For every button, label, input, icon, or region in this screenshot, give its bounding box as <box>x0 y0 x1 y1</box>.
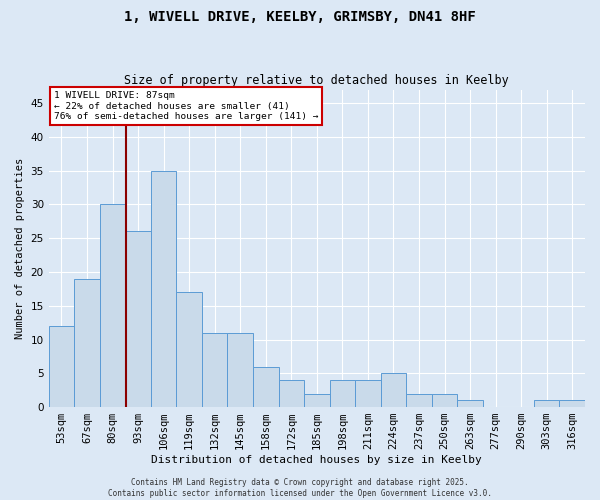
Bar <box>432 394 457 407</box>
Bar <box>457 400 483 407</box>
Bar <box>100 204 125 407</box>
Bar <box>534 400 559 407</box>
Text: 1 WIVELL DRIVE: 87sqm
← 22% of detached houses are smaller (41)
76% of semi-deta: 1 WIVELL DRIVE: 87sqm ← 22% of detached … <box>54 91 319 121</box>
Bar <box>125 232 151 407</box>
Text: Contains HM Land Registry data © Crown copyright and database right 2025.
Contai: Contains HM Land Registry data © Crown c… <box>108 478 492 498</box>
Bar <box>176 292 202 407</box>
Bar <box>227 333 253 407</box>
Bar <box>49 326 74 407</box>
Title: Size of property relative to detached houses in Keelby: Size of property relative to detached ho… <box>124 74 509 87</box>
X-axis label: Distribution of detached houses by size in Keelby: Distribution of detached houses by size … <box>151 455 482 465</box>
Bar <box>202 333 227 407</box>
Bar <box>355 380 380 407</box>
Bar <box>278 380 304 407</box>
Bar <box>253 366 278 407</box>
Bar <box>304 394 329 407</box>
Bar <box>559 400 585 407</box>
Text: 1, WIVELL DRIVE, KEELBY, GRIMSBY, DN41 8HF: 1, WIVELL DRIVE, KEELBY, GRIMSBY, DN41 8… <box>124 10 476 24</box>
Bar <box>74 278 100 407</box>
Bar <box>406 394 432 407</box>
Bar <box>329 380 355 407</box>
Bar <box>380 374 406 407</box>
Y-axis label: Number of detached properties: Number of detached properties <box>15 158 25 339</box>
Bar <box>151 170 176 407</box>
